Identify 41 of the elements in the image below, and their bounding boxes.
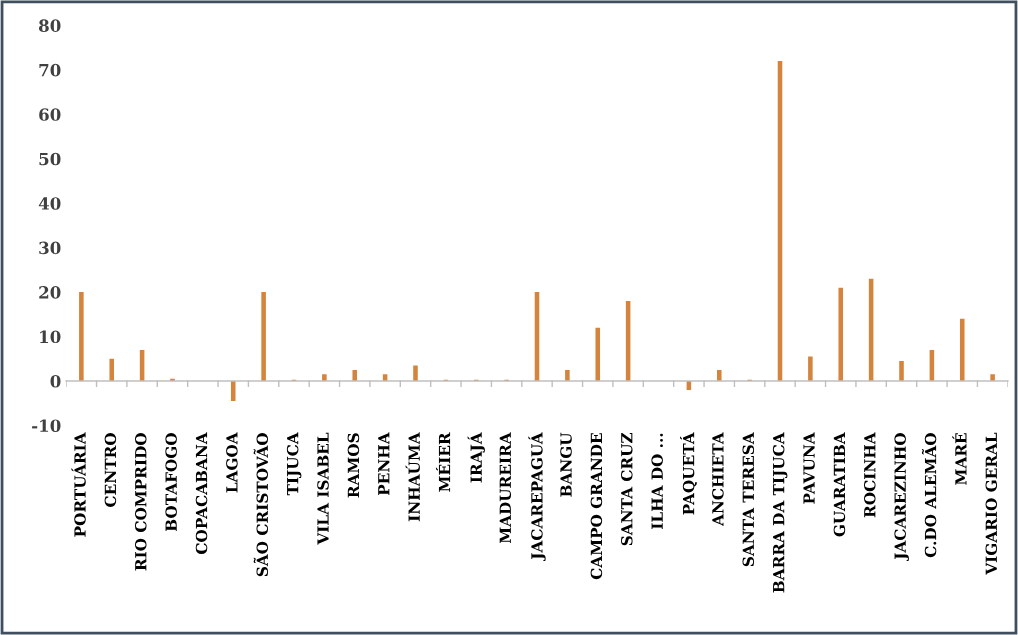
x-tick-label: C.DO ALEMÃO bbox=[921, 433, 937, 558]
x-tick-label: COPACABANA bbox=[195, 432, 208, 555]
x-tick-label: PENHA bbox=[378, 432, 390, 496]
x-tick-label: CENTRO bbox=[104, 433, 117, 507]
x-tick-label: RIO COMPRIDO bbox=[134, 433, 147, 571]
x-tick-label: JACAREPAGUÁ bbox=[528, 432, 546, 561]
x-tick-label: PAQUETÁ bbox=[680, 432, 697, 515]
y-tick-label: 30 bbox=[39, 241, 61, 255]
x-tick-label: BARRA DA TIJUCA bbox=[772, 432, 788, 593]
x-tick-label: IRAJÁ bbox=[467, 432, 485, 483]
x-tick-label: BANGU bbox=[560, 432, 572, 497]
x-tick-label: ILHA DO ... bbox=[651, 433, 663, 529]
x-tick-label: INHAÚMA bbox=[405, 432, 420, 522]
x-tick-label: ANCHIETA bbox=[712, 432, 724, 527]
x-tick-label: CAMPO GRANDE bbox=[590, 433, 603, 580]
x-tick-label: TIJUCA bbox=[286, 432, 302, 496]
y-tick-label: 40 bbox=[38, 197, 61, 210]
x-tick-label: GUARATIBA bbox=[833, 432, 846, 537]
x-tick-label: ROCINHA bbox=[864, 432, 876, 518]
y-tick-label: 0 bbox=[50, 374, 61, 388]
x-tick-label: MADUREIRA bbox=[499, 432, 512, 544]
y-tick-label: -10 bbox=[32, 419, 61, 433]
x-tick-label: MARÉ bbox=[952, 433, 967, 485]
x-tick-label: PAVUNA bbox=[803, 432, 815, 504]
y-tick-label: 80 bbox=[38, 19, 61, 32]
y-tick-label: 20 bbox=[39, 286, 61, 299]
x-tick-label: BOTAFOGO bbox=[165, 433, 177, 532]
x-tick-label: VIGARIO GERAL bbox=[985, 432, 998, 575]
x-tick-label: RAMOS bbox=[347, 433, 360, 498]
x-tick-label: PORTUÁRIA bbox=[71, 432, 86, 537]
x-tick-label: SANTA TERESA bbox=[742, 432, 755, 567]
x-tick-label: SÃO CRISTOVÃO bbox=[253, 433, 269, 577]
y-tick-label: 70 bbox=[39, 63, 61, 77]
y-tick-label: 60 bbox=[39, 108, 61, 121]
x-tick-label: VILA ISABEL bbox=[317, 432, 329, 545]
x-tick-label: JACAREZINHO bbox=[894, 433, 909, 561]
x-tick-label: LAGOA bbox=[226, 432, 238, 493]
y-tick-label: 10 bbox=[40, 330, 61, 344]
y-tick-label: 50 bbox=[39, 152, 61, 166]
x-tick-label: MÉIER bbox=[435, 432, 451, 492]
x-tick-label: SANTA CRUZ bbox=[621, 432, 633, 546]
